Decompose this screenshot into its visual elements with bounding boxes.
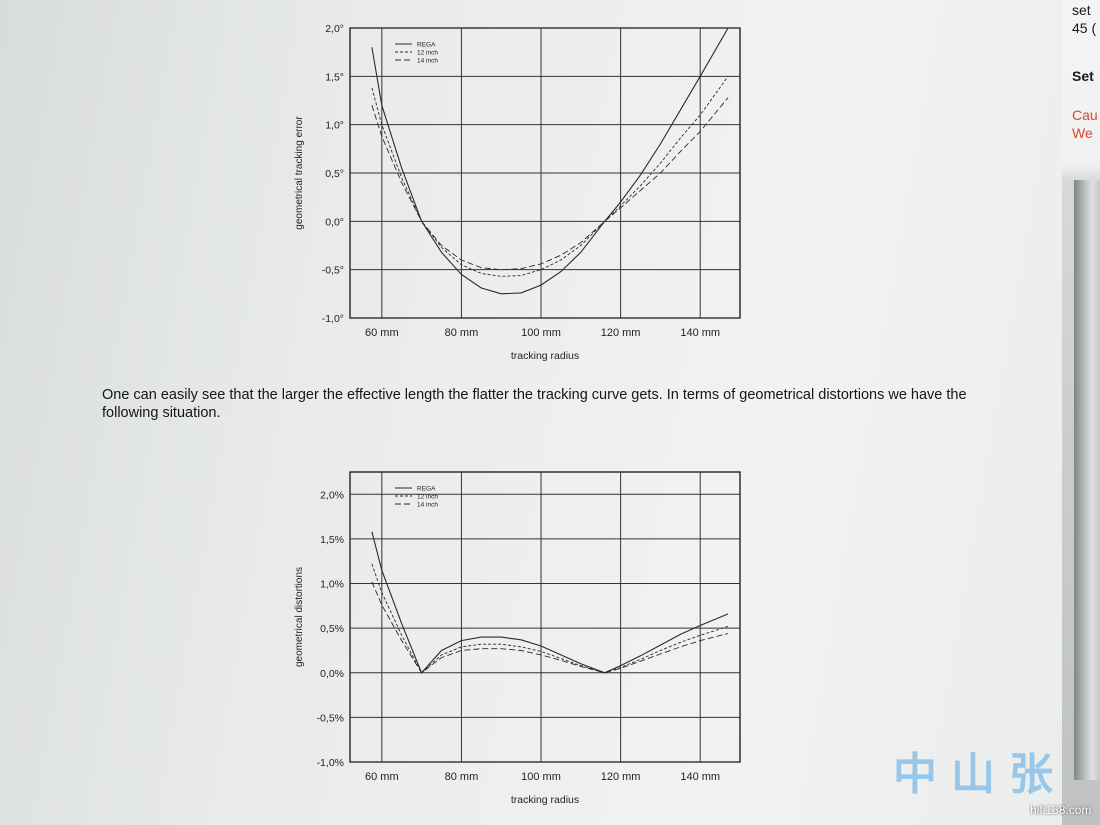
y-tick-label: -1,0° — [322, 313, 344, 325]
watermark-logo: 中山张 — [893, 749, 1067, 800]
tracking-error-chart: 60 mm 80 mm 100 mm 120 mm 140 mm 2,0° 1,5° 1,0°… — [280, 18, 750, 368]
y-tick-label: 0,5° — [325, 168, 344, 180]
y-tick-label: 0,5% — [320, 623, 344, 635]
x-tick-label: 60 mm — [365, 771, 399, 783]
legend-label: REGA — [417, 42, 436, 49]
y-tick-label: -0,5° — [322, 265, 344, 277]
series-line-12-inch — [371, 563, 729, 674]
legend-label: 12 inch — [417, 50, 438, 57]
side-heading: Set — [1072, 68, 1094, 84]
side-text-line-1: set — [1072, 2, 1091, 18]
x-tick-label: 120 mm — [601, 771, 641, 783]
chart-svg: 60 mm 80 mm 100 mm 120 mm 140 mm 2,0° 1,5° 1,0°… — [294, 23, 741, 362]
chart-svg: 60 mm 80 mm 100 mm 120 mm 140 mm 2,0% 1,5% 1,0%… — [294, 471, 741, 806]
x-tick-label: 140 mm — [680, 327, 720, 339]
y-tick-label: -1,0% — [317, 757, 344, 769]
x-tick-label: 140 mm — [680, 771, 720, 783]
series-line-14-inch — [371, 581, 729, 674]
side-caution-line-2: We — [1072, 125, 1093, 141]
x-axis-label: tracking radius — [511, 350, 579, 362]
geometrical-distortion-chart: 60 mm 80 mm 100 mm 120 mm 140 mm 2,0% 1,5% 1,0%… — [280, 462, 750, 812]
legend-label: 14 inch — [417, 502, 438, 509]
plot-frame — [349, 471, 741, 763]
y-tick-label: 2,0° — [325, 23, 344, 35]
y-tick-label: 1,5% — [320, 534, 344, 546]
x-tick-label: 60 mm — [365, 327, 399, 339]
site-watermark: hifi168.com — [1030, 803, 1092, 817]
y-tick-label: 0,0° — [325, 216, 344, 228]
body-paragraph: One can easily see that the larger the e… — [102, 387, 967, 421]
x-tick-label: 80 mm — [445, 327, 479, 339]
x-axis-label: tracking radius — [511, 794, 579, 806]
y-tick-label: 2,0% — [320, 489, 344, 501]
x-tick-label: 100 mm — [521, 771, 561, 783]
side-caution-line-1: Cau — [1072, 107, 1098, 123]
document-page — [0, 0, 1062, 825]
legend-label: REGA — [417, 486, 436, 493]
series-line-rega — [371, 531, 729, 674]
y-tick-label: 0,0% — [320, 668, 344, 680]
adjacent-page-photo — [1074, 180, 1100, 780]
legend-label: 14 inch — [417, 58, 438, 65]
side-text-line-2: 45 ( — [1072, 20, 1097, 36]
y-tick-label: 1,0% — [320, 579, 344, 591]
series-line-14-inch — [371, 97, 729, 271]
y-axis-label: geometrical distortions — [294, 567, 305, 667]
x-tick-label: 100 mm — [521, 327, 561, 339]
legend-label: 12 inch — [417, 494, 438, 501]
series-line-12-inch — [371, 76, 729, 277]
x-tick-label: 120 mm — [601, 327, 641, 339]
y-tick-label: 1,0° — [325, 120, 344, 132]
x-tick-label: 80 mm — [445, 771, 479, 783]
y-axis-label: geometrical tracking error — [294, 116, 305, 230]
series-line-rega — [371, 27, 729, 295]
y-tick-label: -0,5% — [317, 712, 344, 724]
y-tick-label: 1,5° — [325, 71, 344, 83]
